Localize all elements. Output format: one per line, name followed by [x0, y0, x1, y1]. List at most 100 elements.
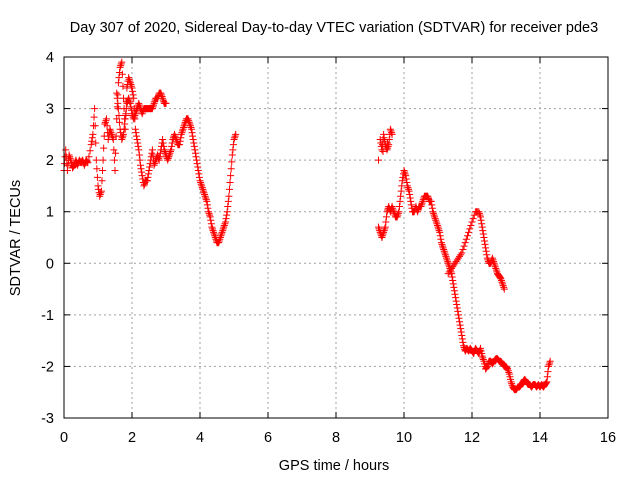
- data-point: [194, 166, 202, 174]
- plot-frame: [63, 56, 609, 419]
- data-point: [401, 170, 409, 178]
- x-tick-label: 8: [332, 430, 340, 446]
- data-point: [166, 149, 174, 157]
- data-point: [148, 146, 156, 154]
- data-point: [491, 263, 499, 271]
- data-point: [131, 111, 139, 119]
- data-point: [69, 163, 77, 171]
- data-point: [155, 156, 163, 164]
- data-point: [432, 216, 440, 224]
- data-point: [228, 151, 236, 159]
- data-point: [108, 130, 116, 138]
- data-point: [383, 146, 391, 154]
- data-point: [483, 362, 491, 370]
- data-point: [504, 365, 512, 373]
- data-point: [200, 189, 208, 197]
- data-point: [150, 161, 158, 169]
- data-point: [113, 89, 121, 97]
- data-point: [103, 115, 110, 123]
- data-point: [87, 141, 95, 149]
- data-point: [457, 325, 465, 333]
- data-point: [195, 170, 203, 178]
- data-point: [210, 228, 218, 236]
- data-point: [160, 146, 168, 154]
- data-point: [477, 216, 485, 224]
- data-point: [228, 158, 236, 166]
- data-point: [138, 110, 146, 118]
- data-point: [385, 136, 393, 144]
- data-point: [434, 223, 442, 231]
- data-point: [405, 185, 413, 193]
- data-point: [195, 173, 203, 181]
- data-point: [457, 251, 465, 259]
- data-point: [499, 280, 507, 288]
- data-point: [121, 120, 129, 128]
- data-point: [385, 141, 393, 149]
- data-point: [127, 103, 135, 111]
- data-point: [126, 79, 134, 87]
- data-point: [406, 194, 414, 202]
- data-point: [439, 244, 447, 252]
- data-point: [496, 273, 504, 281]
- data-point: [65, 151, 73, 159]
- data-point: [395, 203, 403, 211]
- data-point: [127, 81, 135, 89]
- data-point: [171, 132, 179, 140]
- data-point: [230, 136, 238, 144]
- data-point: [418, 199, 426, 207]
- data-point: [117, 60, 125, 68]
- data-point: [544, 368, 552, 376]
- data-point: [148, 105, 156, 113]
- data-point: [375, 156, 382, 164]
- data-point: [500, 283, 508, 291]
- data-point: [490, 258, 498, 266]
- data-point: [143, 177, 151, 185]
- data-point: [177, 130, 185, 138]
- data-point: [129, 87, 137, 95]
- data-point: [387, 127, 395, 135]
- data-point: [429, 208, 437, 216]
- data-point: [440, 246, 448, 254]
- data-point: [381, 137, 389, 145]
- y-axis-label: SDTVAR / TECUs: [8, 180, 24, 296]
- data-point: [467, 221, 475, 229]
- data-point: [414, 208, 422, 216]
- data-point: [378, 234, 386, 241]
- data-point: [150, 99, 158, 107]
- data-point: [106, 125, 114, 133]
- data-point: [497, 276, 505, 284]
- data-point: [491, 261, 499, 269]
- data-point: [400, 166, 408, 174]
- data-point: [384, 139, 392, 147]
- data-point: [135, 99, 143, 107]
- data-point: [479, 356, 487, 364]
- data-point: [215, 239, 223, 247]
- data-point: [436, 228, 444, 236]
- data-point: [223, 211, 231, 219]
- data-point: [453, 304, 461, 312]
- data-point: [176, 137, 184, 145]
- data-point: [449, 280, 457, 288]
- data-point: [110, 146, 118, 154]
- data-point: [402, 175, 410, 183]
- data-point: [462, 235, 470, 243]
- data-point: [452, 297, 460, 305]
- data-point: [433, 220, 441, 228]
- data-point: [164, 156, 172, 164]
- data-point: [224, 197, 232, 205]
- data-point: [135, 101, 143, 109]
- data-point: [482, 244, 490, 252]
- data-point: [198, 182, 206, 190]
- data-point: [144, 170, 152, 178]
- data-point: [186, 122, 194, 130]
- data-point: [102, 117, 110, 125]
- data-point: [190, 142, 198, 150]
- data-point: [380, 228, 388, 236]
- data-point: [86, 147, 94, 155]
- data-point: [507, 378, 515, 386]
- data-point: [133, 136, 141, 144]
- data-point: [397, 187, 405, 195]
- data-point: [201, 192, 209, 200]
